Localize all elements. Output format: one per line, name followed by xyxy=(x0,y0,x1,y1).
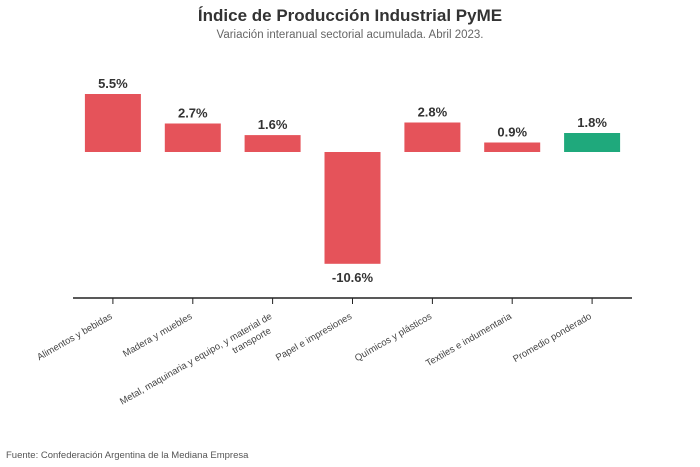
value-labels-group: 5.5% 2.7% 1.6% -10.6% 2.8% 0.9% 1.8% xyxy=(98,76,607,285)
bar-1 xyxy=(84,94,141,152)
bar-3 xyxy=(244,135,301,152)
bar-7 xyxy=(564,133,621,152)
category-label-6: Textiles e indumentaria xyxy=(424,311,514,369)
category-label-line: Textiles e indumentaria xyxy=(424,311,514,369)
category-label-2: Madera y muebles xyxy=(121,311,194,360)
value-label-2: 2.7% xyxy=(178,106,208,121)
category-label-line: Químicos y plásticos xyxy=(353,311,434,364)
bar-2 xyxy=(164,123,221,152)
bar-4 xyxy=(324,152,381,264)
bars-group xyxy=(84,94,621,264)
value-label-4: -10.6% xyxy=(332,270,374,285)
category-label-line: Metal, maquinaria y equipo, y material d… xyxy=(118,311,274,407)
category-label-line: Papel e impresiones xyxy=(274,311,354,364)
category-label-1: Alimentos y bebidas xyxy=(35,311,114,363)
value-label-1: 5.5% xyxy=(98,76,128,91)
value-label-3: 1.6% xyxy=(258,117,288,132)
source-note: Fuente: Confederación Argentina de la Me… xyxy=(6,450,249,461)
bar-5 xyxy=(404,122,461,152)
category-label-5: Químicos y plásticos xyxy=(353,311,434,364)
category-labels-group: Alimentos y bebidas Madera y mueblesMetal… xyxy=(35,311,593,418)
x-axis-ticks xyxy=(112,298,593,304)
category-label-7: Promedio ponderado xyxy=(511,311,593,365)
value-label-5: 2.8% xyxy=(418,105,448,120)
category-label-3: Metal, maquinaria y equipo, y material d… xyxy=(118,311,280,418)
bar-6 xyxy=(484,142,541,152)
category-label-line: Promedio ponderado xyxy=(511,311,593,365)
category-label-line: Alimentos y bebidas xyxy=(35,311,114,363)
category-label-4: Papel e impresiones xyxy=(274,311,354,364)
category-label-line: Madera y muebles xyxy=(121,311,194,360)
chart-subtitle: Variación interanual sectorial acumulada… xyxy=(216,29,484,41)
value-label-6: 0.9% xyxy=(497,125,527,140)
chart-title: Índice de Producción Industrial PyME xyxy=(197,6,503,25)
value-label-7: 1.8% xyxy=(577,115,607,130)
